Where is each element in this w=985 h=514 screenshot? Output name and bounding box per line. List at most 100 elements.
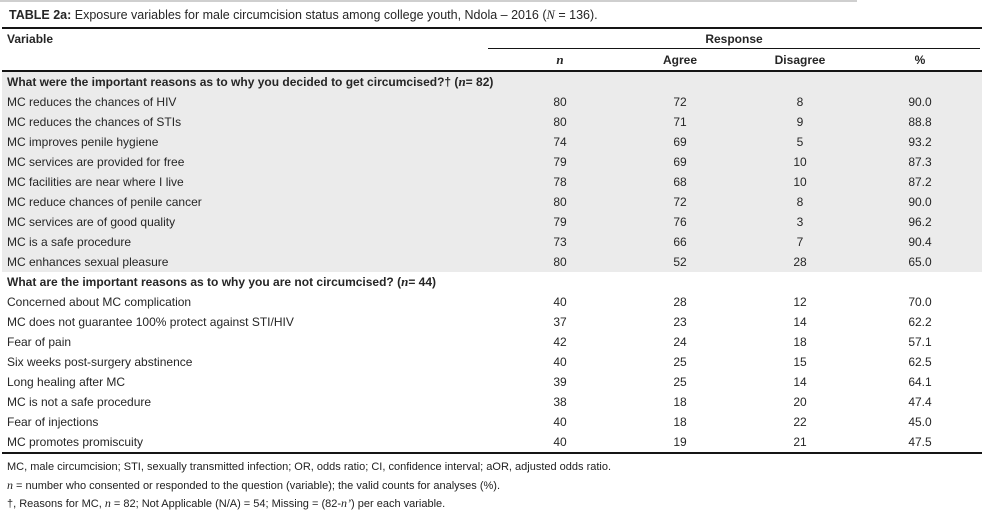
table-row: MC services are provided for free 79 69 10 8… [2,152,982,172]
pct-cell: 64.1 [908,375,932,389]
text-segment: n [7,477,13,492]
agree-cell: 76 [673,215,687,229]
table-row: Fear of pain 42 24 18 57.1 [2,332,982,352]
n-cell: 40 [553,355,567,369]
table-row: MC reduces the chances of HIV 80 72 8 90.0 [2,92,982,112]
disagree-cell: 18 [793,335,807,349]
agree-cell: 18 [673,395,687,409]
variable-cell: Long healing after MC [7,375,126,389]
response-cells: 40 28 12 70.0 [488,295,980,309]
text-segment: MC, male circumcision; STI, sexually tra… [7,461,612,473]
text-segment: n [401,274,409,289]
response-subcolumns: n Agree Disagree% [488,49,980,70]
agree-cell: 69 [673,155,687,169]
n-cell: 40 [553,435,567,449]
table-row: MC enhances sexual pleasure 80 52 28 65.0 [2,252,982,272]
response-cells: 39 25 14 64.1 [488,375,980,389]
text-segment: TABLE 2a: [9,8,72,22]
variable-cell: MC enhances sexual pleasure [7,255,169,269]
response-cells: 80 71 9 88.8 [488,115,980,129]
table-body: What were the important reasons as to wh… [2,72,982,452]
pct-cell: 65.0 [908,255,932,269]
response-cells: 80 52 28 65.0 [488,255,980,269]
column-header-pct: % [914,52,926,67]
disagree-cell: 3 [796,215,804,229]
pct-cell: 47.4 [908,395,932,409]
pct-cell: 87.2 [908,175,932,189]
disagree-cell: 14 [793,375,807,389]
n-cell: 74 [553,135,567,149]
section-header-row: What were the important reasons as to wh… [2,72,982,92]
text-segment: = number who consented or responded to t… [13,479,501,492]
text-segment: †, Reasons for MC, [7,498,105,510]
table-row: MC does not guarantee 100% protect again… [2,312,982,332]
table-bottom-rule [2,452,982,454]
disagree-cell: 10 [793,175,807,189]
table-row: MC reduces the chances of STIs 80 71 9 88.8 [2,112,982,132]
n-cell: 42 [553,335,567,349]
variable-cell: MC services are provided for free [7,155,185,169]
table-title: TABLE 2a: Exposure variables for male ci… [2,2,982,29]
variable-cell: Concerned about MC complication [7,295,192,309]
section-header-row: What are the important reasons as to why… [2,272,982,292]
agree-cell: 71 [673,115,687,129]
text-segment: = 136). [554,8,598,22]
n-cell: 80 [553,255,567,269]
column-group-response: Response [488,29,980,49]
text-segment: N [546,8,555,22]
agree-cell: 72 [673,95,687,109]
n-cell: 80 [553,95,567,109]
pct-cell: 96.2 [908,215,932,229]
variable-cell: MC reduces the chances of STIs [7,115,182,129]
pct-cell: 70.0 [908,295,932,309]
agree-cell: 72 [673,195,687,209]
footnote-line: n = number who consented or responded to… [7,477,980,496]
disagree-cell: 22 [793,415,807,429]
agree-cell: 25 [673,355,687,369]
section-header-label: What were the important reasons as to wh… [2,74,982,90]
n-cell: 37 [553,315,567,329]
table-header-row-1: Variable Response [2,29,982,49]
agree-cell: 52 [673,255,687,269]
response-cells: 74 69 5 93.2 [488,135,980,149]
response-cells: 80 72 8 90.0 [488,195,980,209]
pct-cell: 90.0 [908,195,932,209]
text-segment: n [458,74,466,89]
table-row: MC promotes promiscuity 40 19 21 47.5 [2,432,982,452]
agree-cell: 28 [673,295,687,309]
table-row: MC services are of good quality 79 76 3 96.2 [2,212,982,232]
variable-cell: MC services are of good quality [7,215,176,229]
text-segment: n [104,496,111,510]
disagree-cell: 9 [796,115,804,129]
disagree-cell: 21 [793,435,807,449]
disagree-cell: 8 [796,195,804,209]
disagree-cell: 15 [793,355,807,369]
variable-cell: MC is not a safe procedure [7,395,152,409]
response-cells: 80 72 8 90.0 [488,95,980,109]
response-cells: 38 18 20 47.4 [488,395,980,409]
pct-cell: 57.1 [908,335,932,349]
disagree-cell: 7 [796,235,804,249]
pct-cell: 62.2 [908,315,932,329]
agree-cell: 18 [673,415,687,429]
pct-cell: 93.2 [908,135,932,149]
n-cell: 73 [553,235,567,249]
table-row: MC improves penile hygiene 74 69 5 93.2 [2,132,982,152]
variable-cell: MC facilities are near where I live [7,175,184,189]
agree-cell: 66 [673,235,687,249]
variable-cell: Fear of injections [7,415,99,429]
pct-cell: 47.5 [908,435,932,449]
variable-cell: Fear of pain [7,335,72,349]
text-segment: = 82; Not Applicable (N/A) = 54; Missing… [110,498,342,510]
table-row: MC facilities are near where I live 78 68 1… [2,172,982,192]
pct-cell: 88.8 [908,115,932,129]
n-cell: 40 [553,295,567,309]
response-cells: 40 19 21 47.5 [488,435,980,449]
response-group-label: Response [705,31,763,46]
variable-cell: Six weeks post-surgery abstinence [7,355,193,369]
table-row: Six weeks post-surgery abstinence 40 25 15 6… [2,352,982,372]
response-cells: 42 24 18 57.1 [488,335,980,349]
column-header-n: n [556,51,564,67]
